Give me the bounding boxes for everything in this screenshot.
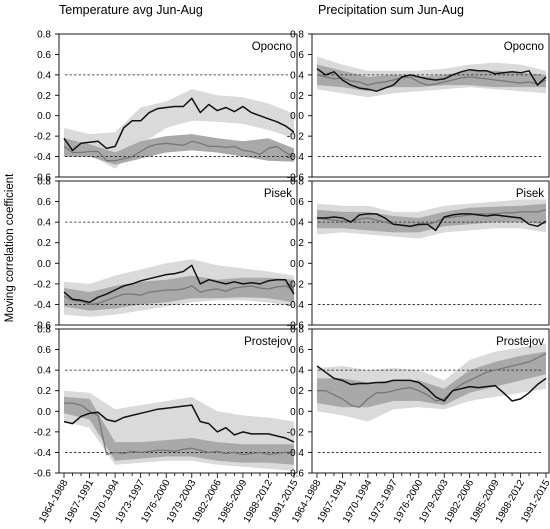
y-axis-label: Moving correlation coefficient — [4, 173, 16, 323]
y-tick-label: 0.2 — [37, 91, 51, 102]
y-tick-label: 0.0 — [290, 407, 304, 418]
panel-label-opocno: Opocno — [504, 41, 544, 53]
panel-pisek-precipitation: Pisek 0.8 0.6 0.4 0.2 0.0 -0.2 -0.4 -0.6 — [287, 177, 550, 332]
y-tick-label: -0.4 — [287, 152, 305, 163]
y-tick-label: 0.4 — [37, 366, 51, 377]
confidence-band-dark — [317, 351, 546, 408]
confidence-band-dark — [317, 203, 546, 233]
panel-label-pisek: Pisek — [264, 188, 292, 200]
column-title-precipitation: Precipitation sum Jun-Aug — [318, 3, 464, 17]
confidence-band-light — [64, 89, 294, 169]
confidence-band-dark — [64, 396, 294, 465]
y-tick-label: 0.4 — [290, 366, 304, 377]
y-tick-label: 0.8 — [290, 30, 304, 41]
y-tick-label: -0.6 — [287, 321, 305, 332]
confidence-band-dark — [64, 134, 294, 165]
y-tick-label: 0.0 — [37, 111, 51, 122]
series-line-gray — [64, 402, 294, 456]
y-tick-label: 0.8 — [290, 177, 304, 188]
panel-frame — [58, 180, 298, 326]
y-tick-label: -0.4 — [34, 152, 52, 163]
panel-prostejov-temperature: Prostejov 0.8 0.6 0.4 0.2 0.0 -0.2 -0.4 -0.6 — [34, 325, 298, 480]
panel-opocno-temperature: Opocno 0.8 0.6 0.4 0.2 0.0 -0.2 -0.4 -0.6 — [34, 30, 298, 184]
y-tick-label: 0.6 — [37, 345, 51, 356]
panel-label-pisek: Pisek — [516, 188, 544, 200]
y-tick-label: -0.4 — [287, 448, 305, 459]
y-tick-label: -0.6 — [34, 173, 52, 184]
y-tick-label: 0.4 — [290, 218, 304, 229]
panels-group: Opocno0.80.60.40.20.0-0.2-0.4-0.6Opocno0… — [34, 30, 550, 480]
series-line-gray — [316, 209, 547, 227]
y-tick-label: 0.2 — [290, 386, 304, 397]
y-tick-label: 0.2 — [37, 238, 51, 249]
y-tick-label: -0.2 — [34, 132, 52, 143]
panel-prostejov-precipitation: Prostejov 0.8 0.6 0.4 0.2 0.0 -0.2 -0.4 -0.6 — [287, 325, 550, 480]
series-line-black — [317, 213, 547, 232]
series-line-black — [63, 264, 295, 304]
y-tick-label: 0.0 — [290, 259, 304, 270]
y-tick-label: -0.4 — [34, 448, 52, 459]
confidence-band-dark — [64, 275, 294, 311]
y-tick-label: -0.2 — [287, 132, 305, 143]
panel-pisek-temperature: Pisek 0.8 0.6 0.4 0.2 0.0 -0.2 -0.4 -0.6 — [34, 177, 298, 332]
y-tick-label: -0.2 — [34, 427, 52, 438]
y-tick-label: 0.2 — [290, 91, 304, 102]
y-tick-label: 0.6 — [290, 345, 304, 356]
panel-label-prostejov: Prostejov — [496, 336, 544, 348]
y-tick-label: 0.8 — [37, 177, 51, 188]
y-tick-label: -0.6 — [34, 469, 52, 480]
panel-frame — [58, 328, 298, 474]
y-tick-label: 0.4 — [290, 70, 304, 81]
series-line-black — [316, 365, 547, 402]
y-tick-label: 0.0 — [37, 407, 51, 418]
column-title-temperature: Temperature avg Jun-Aug — [59, 3, 203, 17]
y-tick-label: -0.4 — [287, 300, 305, 311]
panel-label-prostejov: Prostejov — [244, 336, 292, 348]
y-tick-label: 0.2 — [37, 386, 51, 397]
panel-label-opocno: Opocno — [252, 41, 292, 53]
y-tick-label: 0.2 — [290, 238, 304, 249]
panel-frame — [311, 328, 550, 474]
series-line-gray — [63, 285, 295, 306]
panel-frame — [311, 180, 550, 326]
panel-opocno-precipitation: Opocno 0.8 0.6 0.4 0.2 0.0 -0.2 -0.4 -0.6 — [287, 30, 550, 184]
y-tick-label: 0.8 — [37, 30, 51, 41]
y-tick-label: 0.8 — [37, 325, 51, 336]
y-tick-label: -0.6 — [34, 321, 52, 332]
y-tick-label: 0.6 — [290, 197, 304, 208]
series-line-black — [63, 404, 295, 443]
y-tick-label: -0.2 — [287, 279, 305, 290]
panel-frame — [58, 33, 298, 178]
y-tick-label: 0.6 — [37, 50, 51, 61]
panel-frame — [311, 33, 550, 178]
y-tick-label: 0.0 — [37, 259, 51, 270]
y-tick-label: -0.2 — [287, 427, 305, 438]
y-tick-label: -0.6 — [287, 469, 305, 480]
y-tick-label: 0.8 — [290, 325, 304, 336]
series-line-gray — [316, 74, 547, 86]
y-tick-label: -0.4 — [34, 300, 52, 311]
y-tick-label: 0.0 — [290, 111, 304, 122]
y-tick-label: 0.6 — [290, 50, 304, 61]
series-line-black — [316, 68, 547, 92]
y-tick-label: -0.6 — [287, 173, 305, 184]
x-axes-group: 1964-19881967-19911970-19941973-19971976… — [37, 473, 550, 525]
y-tick-label: 0.4 — [37, 218, 51, 229]
y-tick-label: 0.4 — [37, 70, 51, 81]
series-line-gray — [63, 140, 295, 162]
series-line-gray — [317, 353, 547, 408]
y-tick-label: -0.2 — [34, 279, 52, 290]
series-line-black — [63, 97, 295, 152]
y-tick-label: 0.6 — [37, 197, 51, 208]
